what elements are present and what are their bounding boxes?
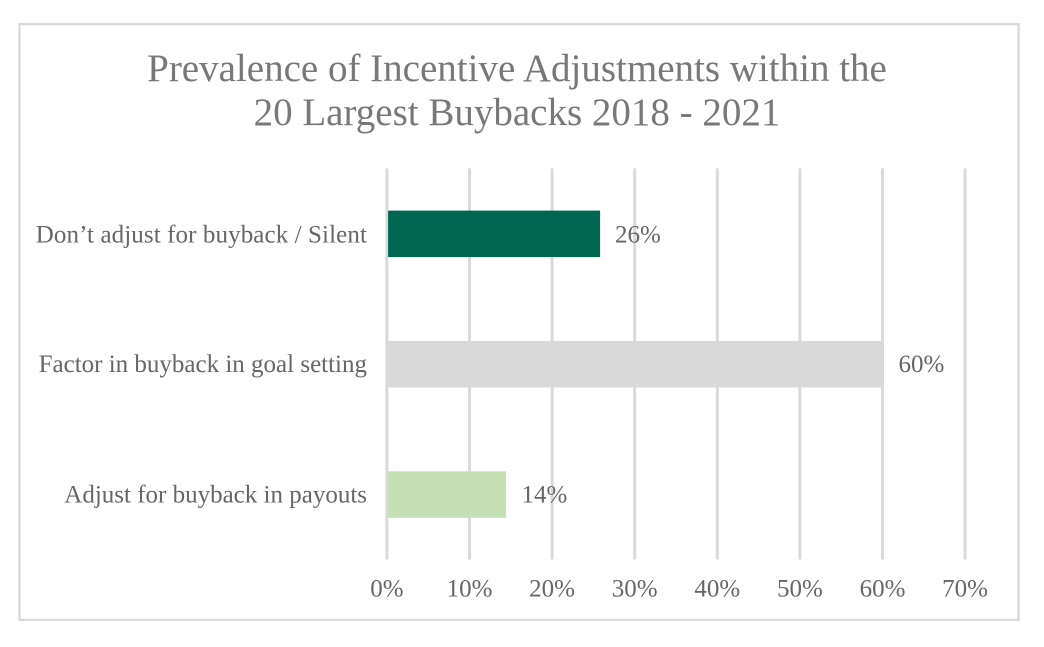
svg-text:14%: 14%	[522, 482, 568, 509]
svg-text:26%: 26%	[615, 221, 661, 248]
svg-text:Don’t adjust for buyback / Sil: Don’t adjust for buyback / Silent	[36, 221, 367, 248]
svg-text:60%: 60%	[899, 351, 945, 378]
svg-text:50%: 50%	[777, 576, 823, 603]
svg-text:60%: 60%	[860, 576, 906, 603]
svg-text:40%: 40%	[694, 576, 740, 603]
svg-text:0%: 0%	[370, 576, 403, 603]
svg-text:20 Largest Buybacks 2018 - 202: 20 Largest Buybacks 2018 - 2021	[254, 91, 781, 134]
svg-text:Factor in buyback in goal sett: Factor in buyback in goal setting	[39, 351, 368, 378]
svg-text:Prevalence of Incentive Adjust: Prevalence of Incentive Adjustments with…	[147, 47, 887, 90]
svg-text:20%: 20%	[529, 576, 575, 603]
svg-text:10%: 10%	[447, 576, 493, 603]
svg-text:70%: 70%	[942, 576, 988, 603]
svg-text:Adjust for buyback in payouts: Adjust for buyback in payouts	[64, 482, 367, 509]
svg-text:30%: 30%	[612, 576, 658, 603]
